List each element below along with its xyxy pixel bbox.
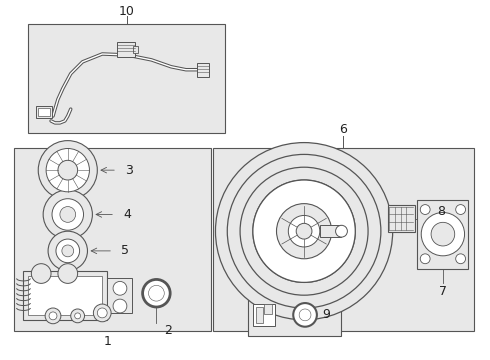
Text: 9: 9 (322, 309, 330, 321)
Text: 1: 1 (103, 335, 111, 348)
Circle shape (98, 308, 107, 318)
Bar (28, 24, 225, 133)
Bar (38, 108, 50, 116)
Circle shape (227, 154, 381, 308)
Circle shape (288, 215, 320, 247)
Bar (320, 225, 342, 237)
Circle shape (113, 299, 127, 313)
Text: 3: 3 (125, 164, 133, 177)
Circle shape (293, 303, 317, 327)
Circle shape (240, 167, 368, 295)
Circle shape (143, 279, 170, 307)
Circle shape (253, 180, 355, 282)
Circle shape (456, 204, 466, 215)
Circle shape (216, 143, 392, 320)
Bar (14, 148, 211, 330)
Circle shape (56, 239, 79, 263)
Text: 7: 7 (439, 285, 447, 298)
Circle shape (420, 254, 430, 264)
Bar (264, 304, 271, 314)
Circle shape (94, 304, 111, 322)
Circle shape (71, 309, 84, 323)
Circle shape (62, 245, 74, 257)
Bar (28, 275, 102, 315)
Text: 4: 4 (123, 208, 131, 221)
Bar (214, 148, 474, 330)
Bar (248, 296, 342, 336)
Bar (417, 200, 468, 269)
Text: 10: 10 (119, 5, 135, 18)
Text: 5: 5 (121, 244, 129, 257)
Bar (117, 42, 135, 57)
Circle shape (456, 254, 466, 264)
Circle shape (60, 207, 75, 222)
Circle shape (276, 204, 332, 259)
Circle shape (58, 160, 77, 180)
Circle shape (31, 264, 51, 283)
Circle shape (74, 313, 80, 319)
Circle shape (113, 282, 127, 295)
Text: 8: 8 (437, 205, 445, 218)
Bar (107, 278, 132, 313)
Text: 6: 6 (340, 123, 347, 136)
Bar (36, 106, 52, 118)
Circle shape (46, 148, 90, 192)
Circle shape (52, 199, 83, 230)
Circle shape (299, 309, 311, 321)
Bar (133, 46, 138, 53)
Circle shape (38, 141, 98, 200)
Bar (24, 271, 107, 320)
Text: 2: 2 (164, 324, 172, 337)
Circle shape (431, 222, 455, 246)
Circle shape (420, 204, 430, 215)
Bar (197, 63, 209, 77)
Circle shape (58, 264, 77, 283)
Circle shape (253, 180, 355, 282)
Circle shape (49, 312, 57, 320)
Circle shape (43, 190, 93, 239)
Circle shape (336, 225, 347, 237)
Circle shape (48, 231, 88, 271)
Bar (388, 204, 416, 232)
Bar (253, 304, 274, 326)
Circle shape (421, 212, 465, 256)
Circle shape (148, 285, 164, 301)
Bar (256, 307, 263, 323)
Circle shape (45, 308, 61, 324)
Circle shape (296, 223, 312, 239)
